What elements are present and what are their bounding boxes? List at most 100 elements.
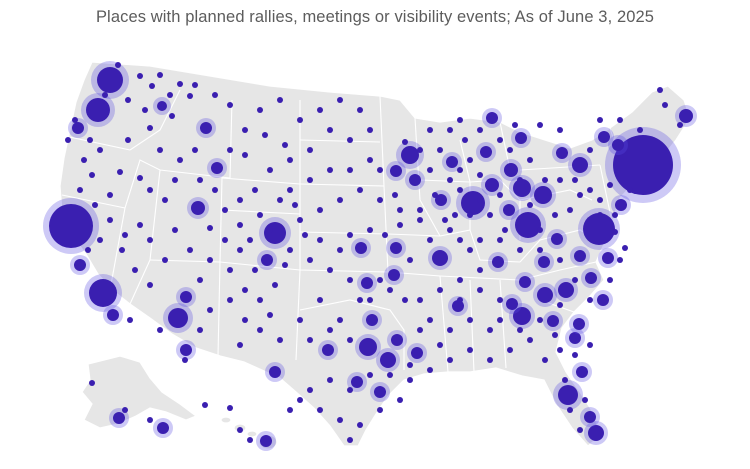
event-marker-small [147,187,153,193]
event-marker-small [567,207,573,213]
event-marker-large [168,308,188,328]
event-marker-small [552,212,558,218]
event-marker-small [627,187,633,193]
event-marker-small [157,327,163,333]
event-marker-small [537,247,543,253]
event-marker-small [377,277,383,283]
event-marker-small [307,257,313,263]
event-marker-small [357,297,363,303]
event-marker-large [513,307,531,325]
event-marker-small [177,157,183,163]
event-marker-small [227,147,233,153]
event-marker-small [557,127,563,133]
event-marker-small [162,257,168,263]
event-marker-small [462,137,468,143]
event-marker-small [177,81,183,87]
event-marker-small [72,117,78,123]
event-marker-small [242,287,248,293]
event-marker-small [447,327,453,333]
event-marker-large [89,279,117,307]
event-marker-medium [435,194,447,206]
event-marker-small [267,312,273,318]
event-marker-small [327,327,333,333]
event-marker-medium [211,162,223,174]
event-marker-small [437,287,443,293]
event-marker-small [497,192,503,198]
event-marker-small [169,113,175,119]
event-marker-small [537,317,543,323]
event-marker-large [679,109,693,123]
event-marker-small [337,247,343,253]
event-marker-small [242,317,248,323]
event-marker-small [437,147,443,153]
event-marker-small [427,167,433,173]
event-marker-small [437,342,443,348]
event-marker-small [577,427,583,433]
event-marker-small [272,282,278,288]
event-marker-medium [391,334,403,346]
event-marker-small [337,97,343,103]
event-marker-small [457,117,463,123]
event-marker-small [527,157,533,163]
event-marker-small [122,232,128,238]
event-marker-small [587,342,593,348]
event-marker-small [247,437,253,443]
event-marker-small [125,97,131,103]
event-marker-small [447,127,453,133]
event-marker-small [637,127,643,133]
event-marker-small [657,87,663,93]
event-marker-small [147,417,153,423]
event-marker-small [347,437,353,443]
event-marker-small [65,137,71,143]
event-marker-small [187,247,193,253]
event-marker-small [277,337,283,343]
event-marker-small [142,107,148,113]
event-marker-medium [355,242,367,254]
event-marker-small [347,232,353,238]
event-marker-small [477,267,483,273]
event-marker-small [317,207,323,213]
event-marker-small [192,147,198,153]
event-marker-small [212,92,218,98]
event-marker-medium [107,309,119,321]
event-marker-small [357,107,363,113]
event-marker-small [247,237,253,243]
event-marker-large [401,146,419,164]
event-marker-small [192,82,198,88]
event-marker-small [677,122,683,128]
event-marker-small [432,192,438,198]
event-marker-small [597,197,603,203]
event-marker-small [172,227,178,233]
event-marker-small [287,247,293,253]
event-marker-small [302,232,308,238]
event-marker-medium [366,314,378,326]
event-marker-large [558,282,574,298]
event-marker-small [89,380,95,386]
event-marker-small [327,377,333,383]
event-marker-small [77,187,83,193]
event-marker-small [467,247,473,253]
event-marker-small [337,417,343,423]
event-marker-small [157,147,163,153]
event-marker-medium [615,199,627,211]
event-marker-medium [598,131,610,143]
event-marker-small [467,212,473,218]
event-marker-small [392,192,398,198]
event-marker-small [237,247,243,253]
event-marker-small [557,177,563,183]
event-marker-small [542,177,548,183]
event-marker-small [297,397,303,403]
event-marker-small [122,407,128,413]
event-marker-medium [72,122,84,134]
event-marker-small [597,212,603,218]
event-marker-small [377,197,383,203]
event-marker-small [487,327,493,333]
event-marker-medium [576,366,588,378]
event-marker-small [277,197,283,203]
event-marker-small [267,227,273,233]
event-marker-small [117,169,123,175]
event-marker-small [257,327,263,333]
event-marker-medium [361,277,373,289]
event-marker-small [387,372,393,378]
event-marker-small [242,152,248,158]
